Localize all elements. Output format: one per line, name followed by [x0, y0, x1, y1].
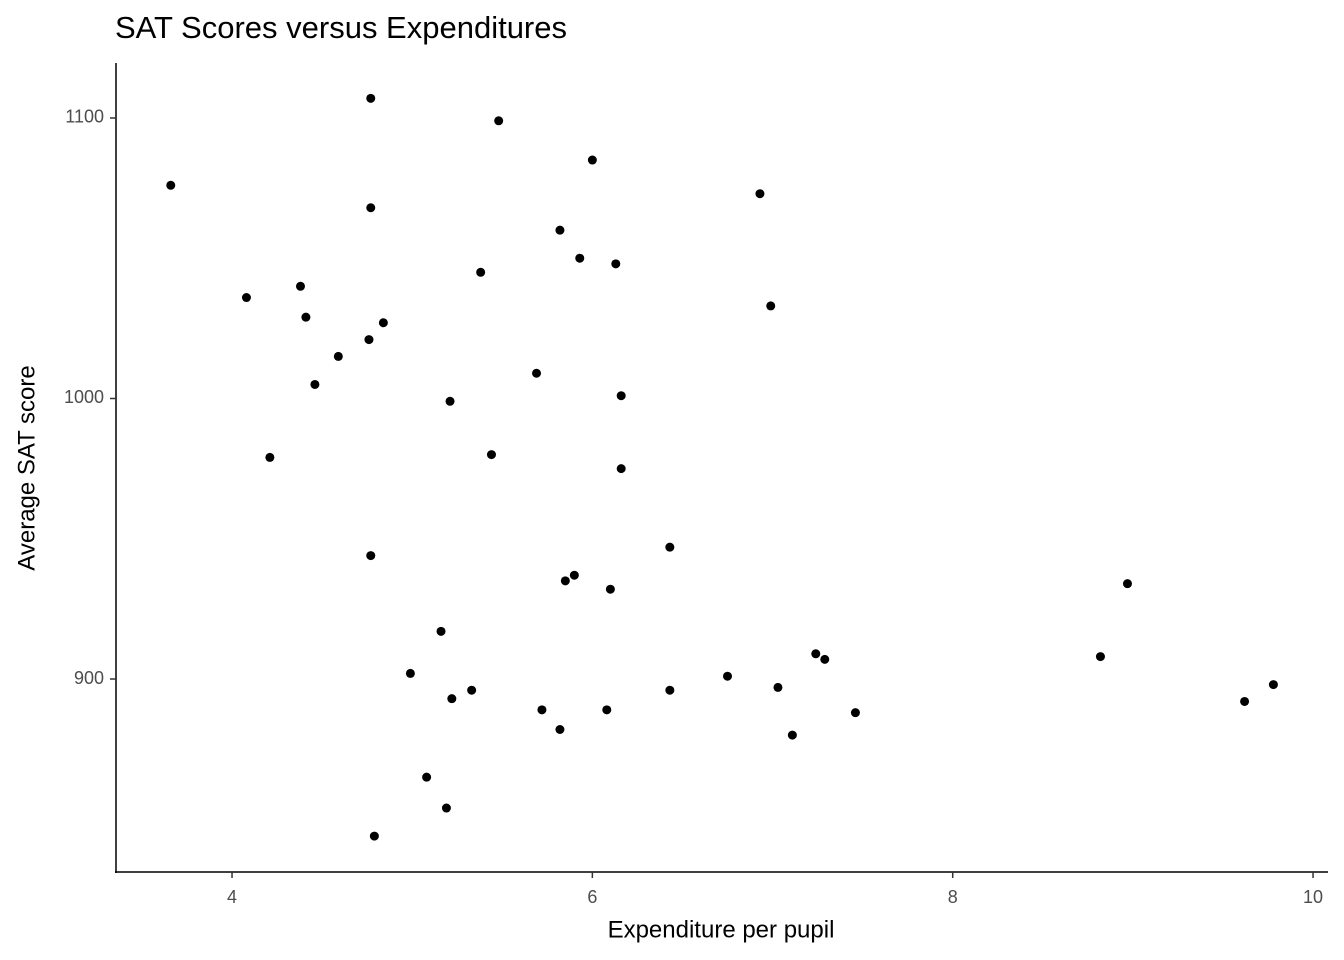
point [602, 705, 612, 715]
point [1122, 579, 1132, 589]
point [569, 570, 579, 580]
point [532, 368, 542, 378]
point [616, 464, 626, 474]
point [755, 189, 765, 199]
x-axis-label: Expenditure per pupil [608, 916, 835, 943]
x-tick-label: 4 [227, 887, 237, 907]
point [787, 730, 797, 740]
point [366, 203, 376, 213]
x-tick-label: 8 [948, 887, 958, 907]
y-tick-label: 1100 [65, 107, 104, 127]
point [665, 542, 675, 552]
point [537, 705, 547, 715]
y-tick-label: 900 [74, 668, 104, 688]
point [820, 654, 830, 664]
point [467, 685, 477, 695]
point [616, 391, 626, 401]
point [555, 225, 565, 235]
point [364, 335, 374, 345]
point [301, 312, 311, 322]
point [665, 685, 675, 695]
point [1095, 652, 1105, 662]
point [369, 831, 379, 841]
chart-title: SAT Scores versus Expenditures [115, 10, 567, 45]
point [555, 724, 565, 734]
point [366, 551, 376, 561]
point [447, 694, 457, 704]
point [1240, 696, 1250, 706]
point [486, 450, 496, 460]
point [494, 116, 504, 126]
point [445, 396, 455, 406]
point [587, 155, 597, 165]
x-tick-label: 10 [1303, 887, 1323, 907]
point [773, 682, 783, 692]
point [241, 293, 251, 303]
point [850, 708, 860, 718]
point [166, 180, 176, 190]
point [366, 93, 376, 103]
point [310, 379, 320, 389]
x-tick-label: 6 [587, 887, 597, 907]
point [722, 671, 732, 681]
y-axis-label: Average SAT score [13, 365, 40, 570]
point [811, 649, 821, 659]
point [436, 626, 446, 636]
point [476, 267, 486, 277]
point [333, 351, 343, 361]
point [405, 668, 415, 678]
point [1268, 680, 1278, 690]
point [265, 452, 275, 462]
point [605, 584, 615, 594]
y-tick-label: 1000 [64, 387, 104, 407]
point [560, 576, 570, 586]
point [441, 803, 451, 813]
point [575, 253, 585, 263]
point [611, 259, 621, 269]
point [766, 301, 776, 311]
point [378, 318, 388, 328]
point [422, 772, 432, 782]
point [295, 281, 305, 291]
